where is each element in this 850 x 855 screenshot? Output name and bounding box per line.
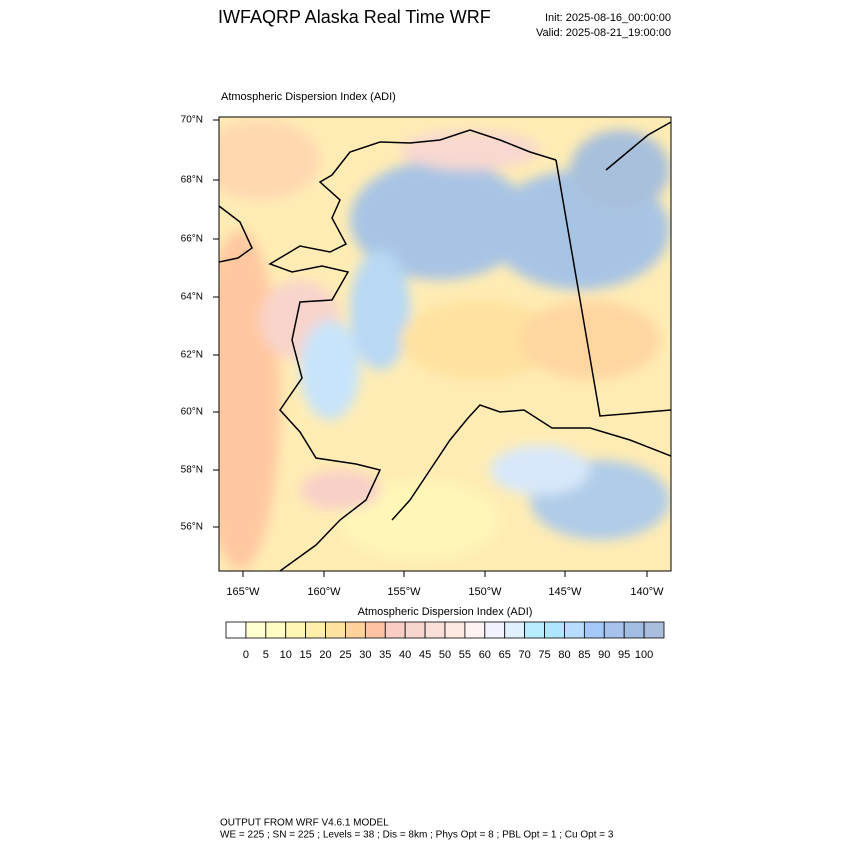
colorbar-label: 55 (459, 649, 471, 661)
lat-label: 68°N (181, 175, 203, 186)
colorbar-box (623, 621, 645, 639)
title: IWFAQRP Alaska Real Time WRF (218, 7, 491, 27)
lon-labels: 165°W 160°W 155°W 150°W 145°W 140°W (226, 571, 664, 598)
colorbar-box (364, 621, 386, 639)
colorbar-box (285, 621, 307, 639)
colorbar-box (265, 621, 287, 639)
colorbar-label: 90 (598, 649, 610, 661)
colorbar-box (384, 621, 406, 639)
footer-line: OUTPUT FROM WRF V4.6.1 MODEL (220, 818, 389, 829)
lon-label: 145°W (548, 586, 582, 598)
lat-labels: 70°N 68°N 66°N 64°N 62°N 60°N 58°N 56°N (181, 115, 219, 533)
colorbar-box (245, 621, 267, 639)
colorbar-box (544, 621, 565, 639)
lon-label: 150°W (468, 586, 502, 598)
map-frame (218, 116, 672, 572)
lat-label: 58°N (181, 465, 203, 476)
colorbar-label: 85 (578, 649, 590, 661)
lat-label: 66°N (181, 234, 203, 245)
footer-line: WE = 225 ; SN = 225 ; Levels = 38 ; Dis … (220, 830, 614, 841)
lon-label: 155°W (387, 586, 421, 598)
colorbar-box (484, 621, 506, 639)
colorbar-box (603, 621, 625, 639)
colorbar-label: 80 (558, 649, 570, 661)
colorbar-box (643, 621, 665, 639)
colorbar-label: 25 (339, 649, 351, 661)
colorbar-box (524, 621, 545, 639)
colorbar-label: 20 (319, 649, 331, 661)
colorbar-box (404, 621, 426, 639)
lon-label: 140°W (630, 586, 664, 598)
map-field (219, 117, 671, 571)
colorbar-label: 30 (359, 649, 371, 661)
colorbar-label: 60 (479, 649, 491, 661)
colorbar-label: 95 (618, 649, 630, 661)
lon-label: 160°W (307, 586, 341, 598)
valid-time: Valid: 2025-08-21_19:00:00 (536, 27, 671, 39)
lat-label: 62°N (181, 350, 203, 361)
colorbar-label: 15 (300, 649, 312, 661)
colorbar-label: 65 (499, 649, 511, 661)
colorbar-box (325, 621, 346, 639)
colorbar-box (424, 621, 446, 639)
colorbar-label: 35 (379, 649, 391, 661)
map-title: Atmospheric Dispersion Index (ADI) (221, 91, 396, 103)
lat-label: 60°N (181, 407, 203, 418)
colorbar-label: 75 (538, 649, 550, 661)
lat-label: 64°N (181, 292, 203, 303)
colorbar-label: 10 (280, 649, 292, 661)
colorbar-box (504, 621, 526, 639)
colorbar-box (225, 621, 247, 639)
colorbar-label: 100 (635, 649, 653, 661)
colorbar-label: 0 (243, 649, 249, 661)
init-time: Init: 2025-08-16_00:00:00 (545, 12, 671, 24)
colorbar-label: 70 (519, 649, 531, 661)
colorbar-label: 5 (263, 649, 269, 661)
lon-label: 165°W (226, 586, 260, 598)
colorbar-label: 50 (439, 649, 451, 661)
colorbar-box (583, 621, 605, 639)
lat-label: 56°N (181, 522, 203, 533)
lat-label: 70°N (181, 115, 203, 126)
colorbar-box (464, 621, 486, 639)
colorbar-box (444, 621, 466, 639)
colorbar-box (305, 621, 326, 639)
colorbar-title: Atmospheric Dispersion Index (ADI) (358, 606, 533, 618)
colorbar-label: 45 (419, 649, 431, 661)
colorbar-box (564, 621, 585, 639)
colorbar-label: 40 (399, 649, 411, 661)
colorbar-box (345, 621, 366, 639)
colorbar: 0 5 10 15 20 25 30 35 40 45 50 55 60 65 70 75 80 85 90 95 10… (225, 621, 665, 661)
